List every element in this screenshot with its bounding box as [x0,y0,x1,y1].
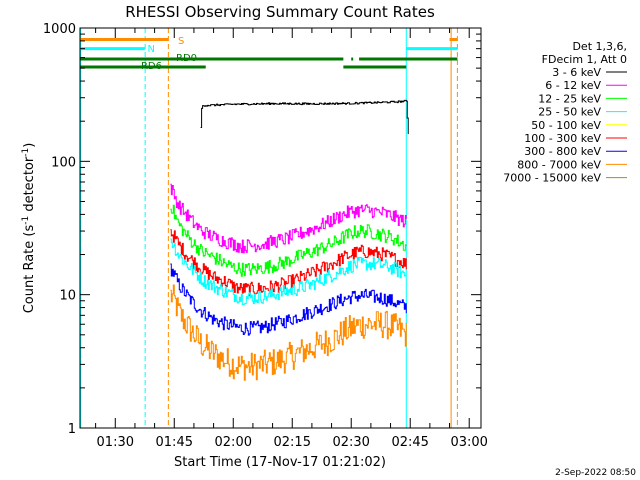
x-tick-label: 02:15 [274,435,311,450]
series-trace-0 [200,99,409,135]
legend-label-3: 25 - 50 keV [538,106,601,119]
legend-header-line2: FDecim 1, Att 0 [542,53,627,66]
legend-label-0: 3 - 6 keV [552,66,601,79]
state-bar-label-n: N [148,44,155,55]
y-tick-label: 10 [59,289,76,304]
plot-frame [79,27,482,429]
x-tick-label: 01:30 [97,435,134,450]
y-tick-label: 1 [68,422,76,437]
series-trace-6 [170,263,407,336]
legend-label-8: 7000 - 15000 keV [503,172,601,185]
x-tick-label: 03:00 [450,435,487,450]
y-axis-label: Count Rate (s-1 detector-1) [21,143,37,314]
legend-header-line1: Det 1,3,6, [572,40,627,53]
y-tick-label: 1000 [43,22,76,37]
series-trace-2 [170,204,407,277]
x-tick-label: 02:45 [391,435,428,450]
y-axis-label-part3: ) [22,143,37,148]
series-trace-5 [170,229,407,297]
legend-label-1: 6 - 12 keV [545,79,601,92]
chart-title: RHESSI Observing Summary Count Rates [125,3,435,21]
x-tick-label: 02:00 [215,435,252,450]
y-axis-label-sup2: -1 [21,148,31,157]
state-bar-label-rd0: RD0 [176,53,197,64]
legend-label-6: 300 - 800 keV [524,145,601,158]
x-tick-label: 01:45 [156,435,193,450]
series-trace-3 [170,238,407,306]
series-trace-7 [170,284,407,381]
x-tick-label: 02:30 [332,435,369,450]
footer-date: 2-Sep-2022 08:50 [555,468,636,478]
legend-label-7: 800 - 7000 keV [517,158,601,171]
y-tick-label: 100 [51,155,76,170]
y-axis-label-part1: Count Rate (s [22,225,37,314]
legend-label-4: 50 - 100 keV [531,119,601,132]
series-trace-1 [170,183,407,254]
state-bar-label-rd6: RD6 [141,61,162,72]
state-bar-label-s: S [178,36,184,47]
legend-label-5: 100 - 300 keV [524,132,601,145]
y-axis-label-part2: detector [22,156,37,216]
legend-label-2: 12 - 25 keV [538,92,601,105]
x-axis-label: Start Time (17-Nov-17 01:21:02) [174,455,386,470]
y-axis-label-sup1: -1 [21,216,31,225]
